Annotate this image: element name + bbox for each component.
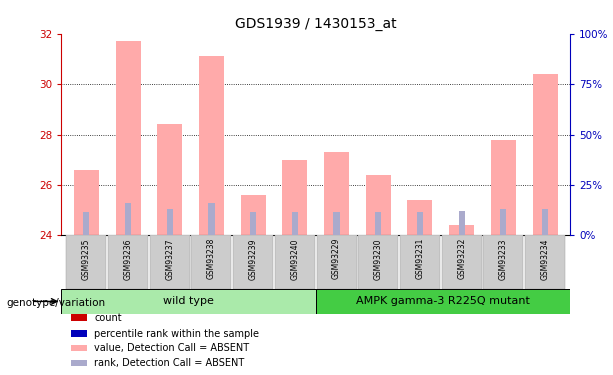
Bar <box>491 140 516 236</box>
FancyBboxPatch shape <box>150 236 190 289</box>
Text: rank, Detection Call = ABSENT: rank, Detection Call = ABSENT <box>94 358 245 368</box>
FancyBboxPatch shape <box>191 236 232 289</box>
Text: AMPK gamma-3 R225Q mutant: AMPK gamma-3 R225Q mutant <box>356 296 530 306</box>
Bar <box>375 212 381 236</box>
Bar <box>324 152 349 236</box>
FancyBboxPatch shape <box>483 236 524 289</box>
Title: GDS1939 / 1430153_at: GDS1939 / 1430153_at <box>235 17 397 32</box>
FancyBboxPatch shape <box>358 236 398 289</box>
Bar <box>333 212 340 236</box>
Bar <box>72 345 87 351</box>
Bar <box>74 170 99 236</box>
Bar <box>250 212 256 236</box>
Text: GSM93229: GSM93229 <box>332 238 341 279</box>
FancyBboxPatch shape <box>275 236 315 289</box>
Text: GSM93232: GSM93232 <box>457 238 466 279</box>
Bar <box>167 209 173 236</box>
Bar <box>72 314 87 321</box>
Bar <box>199 56 224 236</box>
FancyBboxPatch shape <box>108 236 148 289</box>
Bar <box>115 41 140 236</box>
Text: GSM93235: GSM93235 <box>82 238 91 279</box>
FancyBboxPatch shape <box>66 236 106 289</box>
Bar <box>408 200 432 236</box>
Text: GSM93231: GSM93231 <box>416 238 424 279</box>
Text: GSM93238: GSM93238 <box>207 238 216 279</box>
Text: genotype/variation: genotype/variation <box>6 298 105 308</box>
Bar <box>61 289 316 314</box>
Text: GSM93234: GSM93234 <box>541 238 550 279</box>
Bar <box>241 195 265 236</box>
Text: count: count <box>94 312 122 322</box>
Bar <box>125 203 131 236</box>
Bar <box>449 225 474 236</box>
Text: GSM93239: GSM93239 <box>249 238 257 279</box>
Text: GSM93233: GSM93233 <box>499 238 508 279</box>
Bar <box>459 211 465 236</box>
Text: GSM93237: GSM93237 <box>166 238 174 279</box>
Bar <box>533 74 558 236</box>
Text: wild type: wild type <box>163 296 214 306</box>
Text: value, Detection Call = ABSENT: value, Detection Call = ABSENT <box>94 343 249 353</box>
Text: GSM93230: GSM93230 <box>374 238 383 279</box>
Bar <box>316 289 570 314</box>
Bar <box>157 124 182 236</box>
FancyBboxPatch shape <box>525 236 565 289</box>
Bar <box>366 175 390 236</box>
Bar <box>83 212 89 236</box>
FancyBboxPatch shape <box>441 236 482 289</box>
Bar <box>72 360 87 366</box>
Bar <box>292 212 298 236</box>
Bar <box>500 209 506 236</box>
Text: GSM93236: GSM93236 <box>124 238 132 279</box>
Text: percentile rank within the sample: percentile rank within the sample <box>94 328 259 339</box>
FancyBboxPatch shape <box>316 236 357 289</box>
Bar <box>283 160 307 236</box>
FancyBboxPatch shape <box>233 236 273 289</box>
Text: GSM93240: GSM93240 <box>291 238 299 279</box>
FancyBboxPatch shape <box>400 236 440 289</box>
Bar <box>417 212 423 236</box>
Bar <box>208 203 215 236</box>
Bar <box>542 209 548 236</box>
Bar <box>72 330 87 337</box>
